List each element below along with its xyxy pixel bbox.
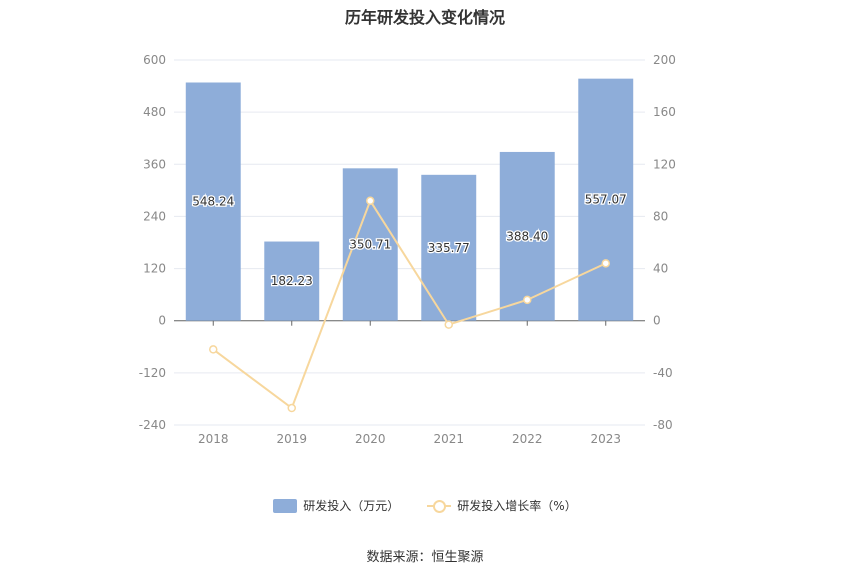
x-tick-label: 2018 bbox=[198, 432, 229, 446]
x-tick-label: 2022 bbox=[512, 432, 543, 446]
bar bbox=[342, 168, 398, 321]
x-tick-label: 2020 bbox=[355, 432, 386, 446]
y-right-tick-label: 40 bbox=[653, 262, 668, 276]
y-left-tick-label: 0 bbox=[158, 314, 166, 328]
y-right-tick-label: 80 bbox=[653, 209, 668, 223]
y-right-tick-label: 120 bbox=[653, 157, 676, 171]
bar-data-label: 182.23 bbox=[271, 274, 313, 288]
y-left-tick-label: 480 bbox=[143, 105, 166, 119]
bar-data-label: 557.07 bbox=[585, 193, 627, 207]
bar bbox=[185, 82, 241, 321]
y-right-tick-label: 160 bbox=[653, 105, 676, 119]
growth-rate-point bbox=[287, 403, 296, 413]
bar-data-label: 388.40 bbox=[506, 229, 548, 243]
legend-label-rd-investment: 研发投入（万元） bbox=[303, 499, 400, 513]
source-note: 数据来源：恒生聚源 bbox=[366, 550, 484, 565]
y-left-tick-label: 120 bbox=[143, 262, 166, 276]
bar-data-label: 548.24 bbox=[192, 195, 234, 209]
legend-label-growth-rate: 研发投入增长率（%） bbox=[457, 499, 577, 513]
y-right-tick-label: 0 bbox=[653, 314, 661, 328]
legend-item-rd-investment[interactable]: 研发投入（万元） bbox=[273, 497, 399, 514]
y-left-tick-label: -120 bbox=[139, 366, 166, 380]
growth-rate-point bbox=[209, 345, 218, 354]
growth-rate-line bbox=[212, 198, 607, 410]
growth-rate-point bbox=[444, 320, 453, 329]
chart-title: 历年研发投入变化情况 bbox=[344, 8, 505, 27]
x-tick-label: 2023 bbox=[590, 432, 621, 446]
line-swatch-icon bbox=[427, 499, 452, 513]
bar bbox=[578, 78, 634, 321]
y-right-tick-label: -40 bbox=[653, 366, 673, 380]
y-left-tick-label: -240 bbox=[139, 418, 166, 432]
bar-swatch-icon bbox=[273, 498, 298, 513]
legend: 研发投入（万元） 研发投入增长率（%） bbox=[0, 497, 850, 514]
growth-rate-point bbox=[523, 295, 532, 305]
bar-data-label: 335.77 bbox=[428, 241, 470, 255]
growth-rate-point bbox=[366, 196, 375, 206]
y-left-tick-label: 360 bbox=[143, 157, 166, 171]
x-tick-label: 2021 bbox=[433, 432, 464, 446]
growth-rate-point bbox=[601, 259, 610, 268]
y-left-tick-label: 240 bbox=[143, 209, 166, 223]
y-right-tick-label: 200 bbox=[653, 53, 676, 67]
legend-item-growth-rate[interactable]: 研发投入增长率（%） bbox=[427, 497, 577, 514]
y-left-tick-label: 600 bbox=[143, 53, 166, 67]
bar-data-label: 350.71 bbox=[349, 238, 391, 252]
y-right-tick-label: -80 bbox=[653, 418, 673, 432]
bar bbox=[264, 241, 320, 321]
bar bbox=[499, 151, 555, 321]
x-tick-label: 2019 bbox=[276, 432, 307, 446]
